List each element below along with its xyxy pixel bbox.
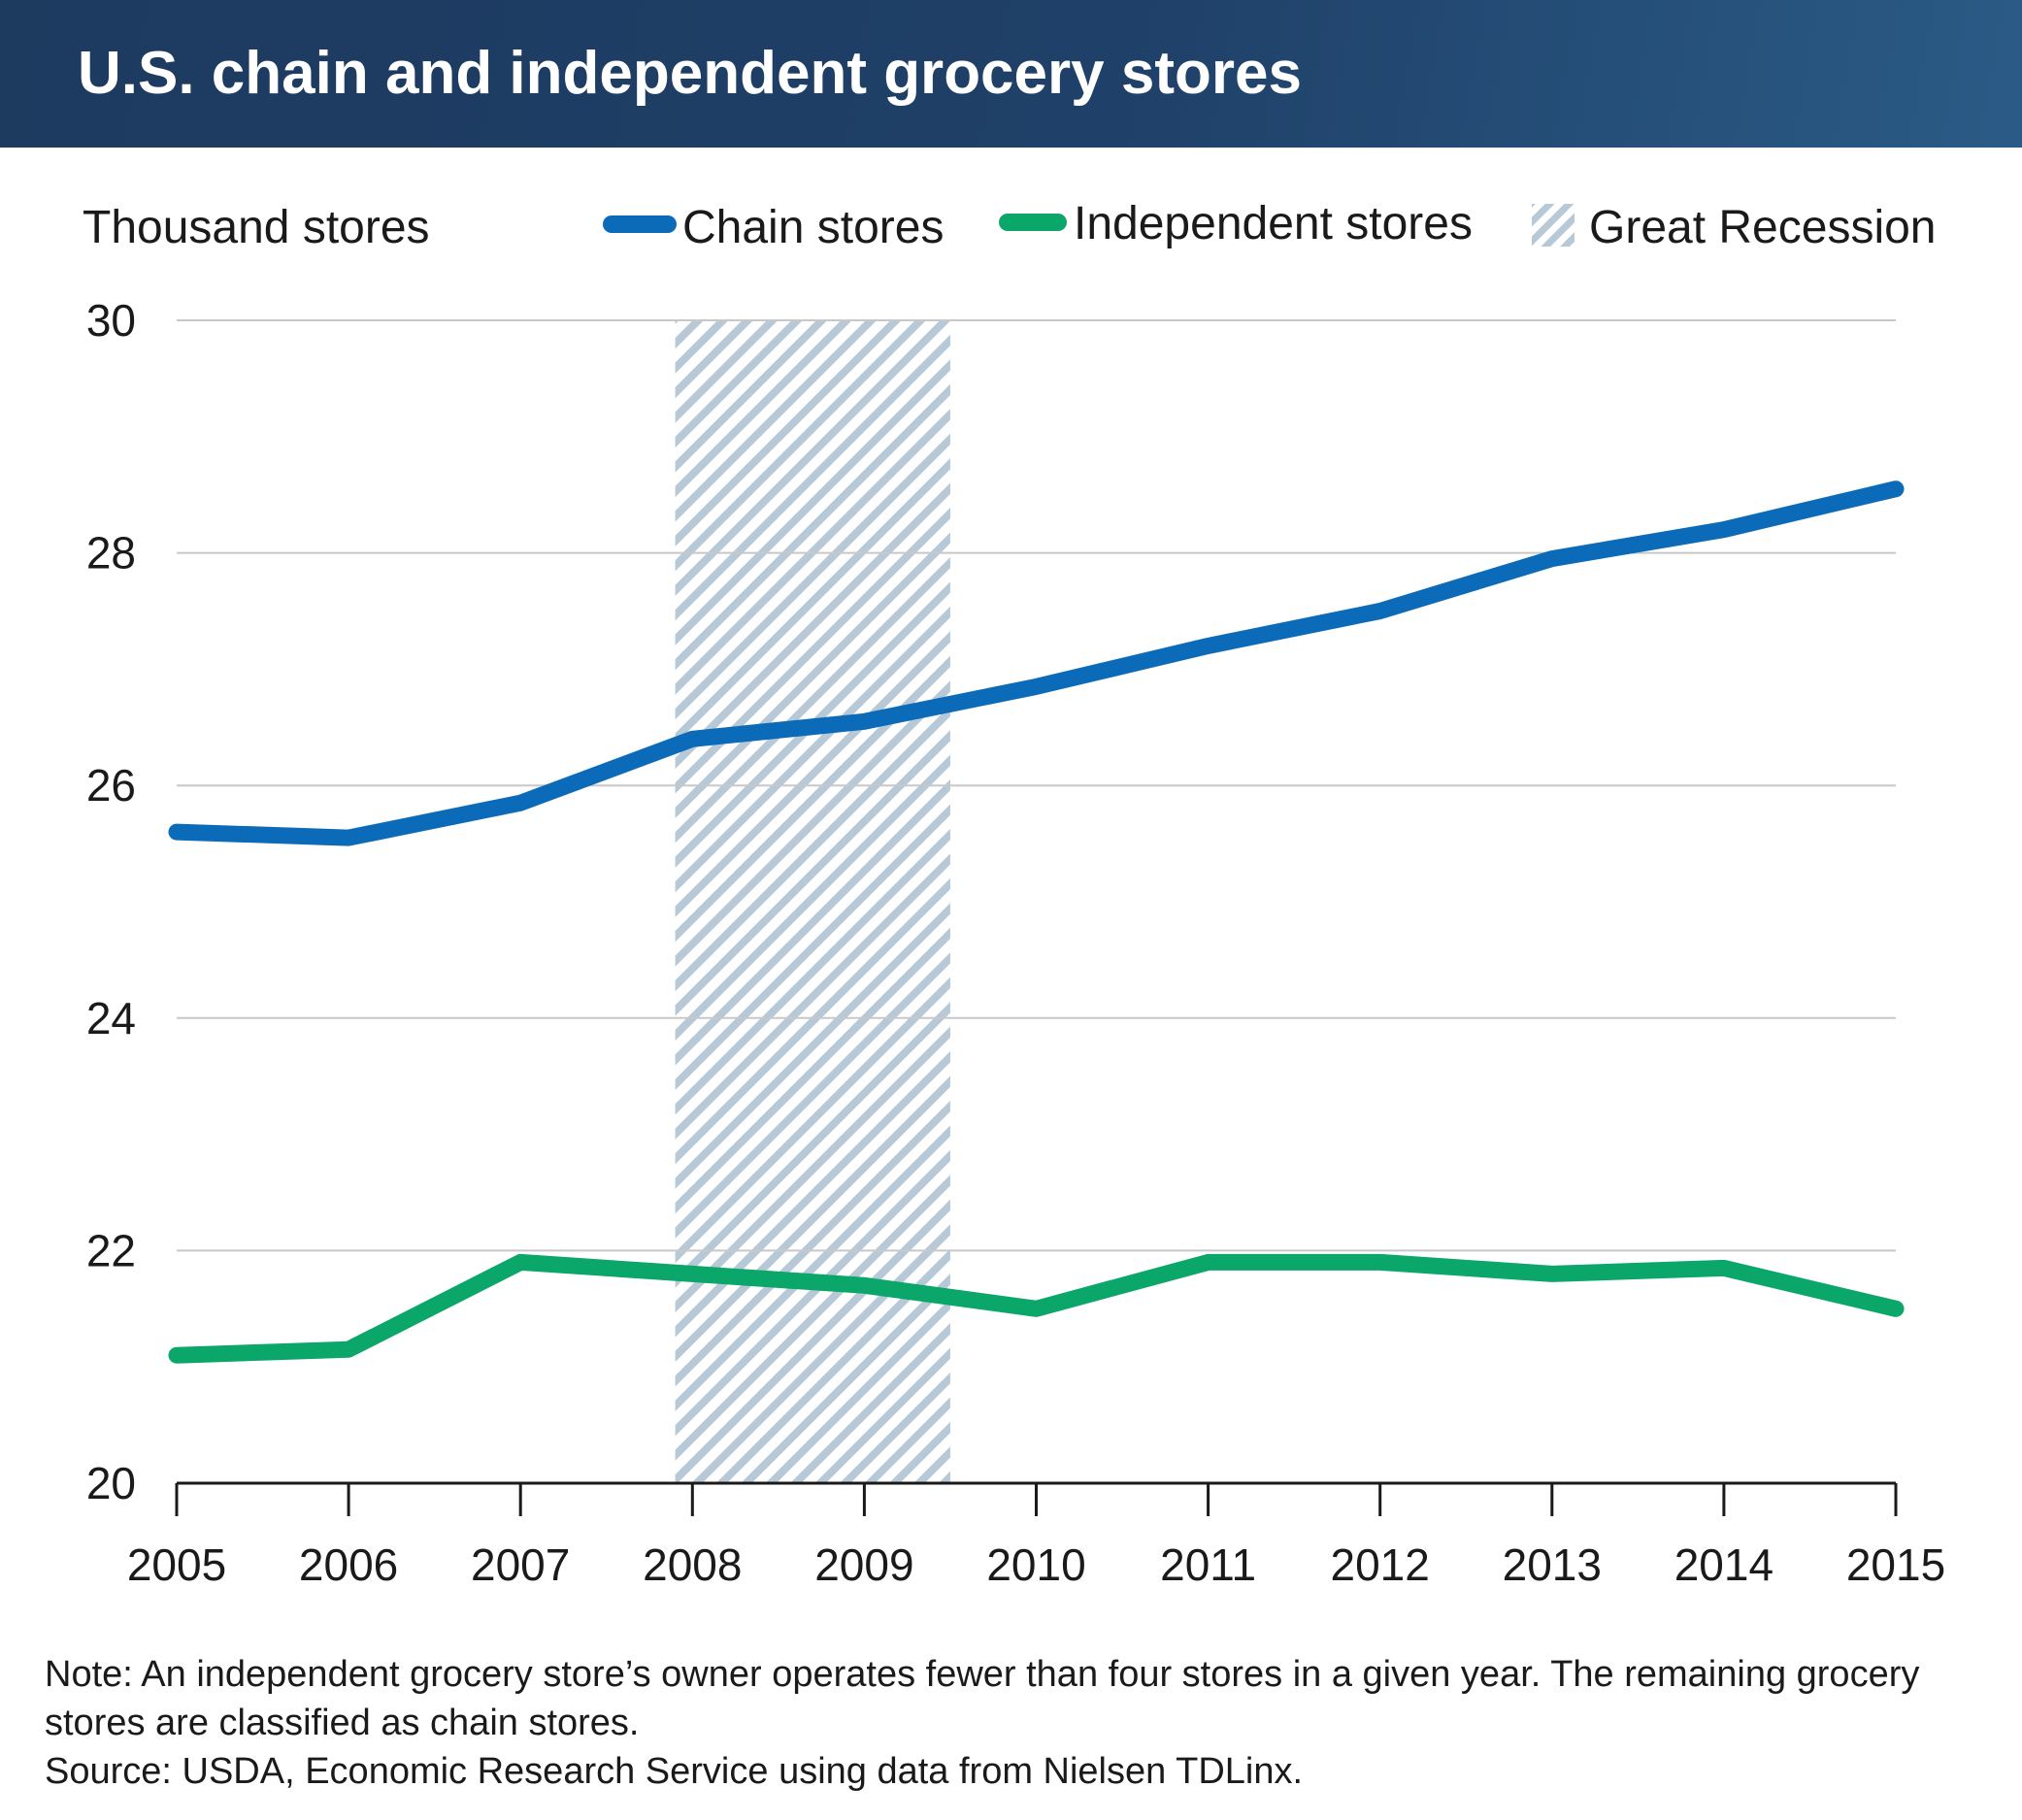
chain-stores-line <box>168 480 1905 846</box>
title-banner: U.S. chain and independent grocery store… <box>0 0 2022 148</box>
y-tick-label-24: 24 <box>86 993 136 1043</box>
x-tick-label-2012: 2012 <box>1331 1539 1430 1590</box>
independent-stores-line <box>168 1253 1905 1364</box>
y-tick-label-20: 20 <box>86 1458 136 1508</box>
x-tick-label-2010: 2010 <box>986 1539 1085 1590</box>
x-tick-label-2015: 2015 <box>1846 1539 1945 1590</box>
legend-swatch-recession <box>1532 204 1575 247</box>
x-tick-label-2011: 2011 <box>1160 1539 1256 1590</box>
chart-title: U.S. chain and independent grocery store… <box>78 40 1302 107</box>
y-tick-label-26: 26 <box>86 760 136 811</box>
legend: Chain stores Independent stores Great Re… <box>603 198 1937 253</box>
x-tick-label-2006: 2006 <box>299 1539 398 1590</box>
note-text: Note: An independent grocery store’s own… <box>45 1654 1920 1743</box>
footnotes: Note: An independent grocery store’s own… <box>45 1650 1986 1796</box>
legend-label-chain: Chain stores <box>682 202 944 253</box>
x-tick-label-2013: 2013 <box>1503 1539 1602 1590</box>
x-tick-label-2014: 2014 <box>1674 1539 1773 1590</box>
recession-band <box>675 320 950 1483</box>
legend-label-independent: Independent stores <box>1074 198 1473 249</box>
line-chart: Thousand stores Chain stores Independent… <box>83 198 1945 1590</box>
y-tick-label-28: 28 <box>86 528 136 579</box>
y-tick-label-30: 30 <box>86 295 136 346</box>
y-axis-title: Thousand stores <box>83 202 430 253</box>
source-text: Source: USDA, Economic Research Service … <box>45 1751 1304 1792</box>
legend-label-recession: Great Recession <box>1589 202 1937 253</box>
y-tick-label-22: 22 <box>86 1225 136 1275</box>
x-tick-label-2005: 2005 <box>127 1539 226 1590</box>
plot-area: 20 22 24 26 28 30 2005 2006 2007 2008 2009 2010 2011… <box>86 295 1945 1590</box>
x-tick-label-2008: 2008 <box>643 1539 742 1590</box>
x-tick-label-2007: 2007 <box>471 1539 570 1590</box>
x-tick-label-2009: 2009 <box>814 1539 913 1590</box>
